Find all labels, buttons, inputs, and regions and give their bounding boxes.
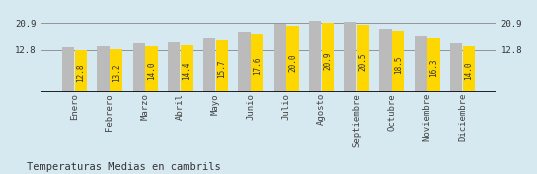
Bar xyxy=(75,50,87,92)
Text: 20.5: 20.5 xyxy=(359,52,367,71)
Bar xyxy=(344,22,357,92)
Bar xyxy=(286,26,299,92)
Bar xyxy=(180,45,193,92)
Text: 14.0: 14.0 xyxy=(465,62,473,80)
Bar xyxy=(168,42,180,92)
Bar xyxy=(274,24,286,92)
Bar xyxy=(415,36,427,92)
Bar xyxy=(97,46,110,92)
Text: 17.6: 17.6 xyxy=(253,57,262,75)
Bar xyxy=(309,21,321,92)
Bar xyxy=(62,47,74,92)
Text: 12.8: 12.8 xyxy=(76,64,85,82)
Bar xyxy=(463,46,475,92)
Text: Temperaturas Medias en cambrils: Temperaturas Medias en cambrils xyxy=(27,162,221,172)
Bar xyxy=(450,43,462,92)
Bar xyxy=(216,40,228,92)
Bar xyxy=(427,38,440,92)
Bar xyxy=(251,34,263,92)
Bar xyxy=(133,43,145,92)
Bar xyxy=(392,31,404,92)
Bar xyxy=(203,38,215,92)
Text: 20.9: 20.9 xyxy=(323,52,332,70)
Text: 16.3: 16.3 xyxy=(429,58,438,77)
Bar xyxy=(357,25,369,92)
Bar xyxy=(110,49,122,92)
Bar xyxy=(145,46,157,92)
Text: 18.5: 18.5 xyxy=(394,55,403,74)
Bar xyxy=(238,32,251,92)
Bar xyxy=(322,23,334,92)
Bar xyxy=(380,29,392,92)
Text: 14.4: 14.4 xyxy=(182,61,191,80)
Text: 13.2: 13.2 xyxy=(112,63,121,82)
Text: 14.0: 14.0 xyxy=(147,62,156,80)
Text: 15.7: 15.7 xyxy=(217,59,227,78)
Text: 20.0: 20.0 xyxy=(288,53,297,72)
